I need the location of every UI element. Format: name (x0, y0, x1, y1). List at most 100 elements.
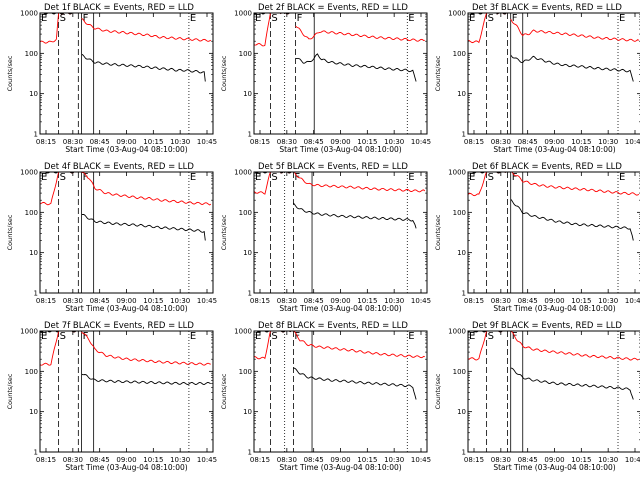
series-line-lld (468, 172, 488, 197)
series-line-events (254, 172, 271, 174)
x-tick-label: 10:45 (197, 297, 217, 305)
chart-title: Det 5f BLACK = Events, RED = LLD (258, 162, 408, 172)
series-line-events (510, 54, 634, 82)
x-tick-label: 10:45 (411, 297, 431, 305)
chart-panel-3: Det 3f BLACK = Events, RED = LLD Counts/s… (434, 3, 640, 154)
x-tick-label: 08:45 (304, 138, 324, 146)
series-line-events (295, 53, 417, 82)
x-tick-label: 10:45 (625, 297, 640, 305)
y-tick-label: 1 (34, 131, 38, 139)
series-line-lld (293, 172, 426, 193)
time-marker-label: E (190, 13, 196, 24)
x-tick-label: 10:30 (170, 297, 190, 305)
series-line-events (293, 202, 417, 229)
time-marker-label: E (408, 13, 414, 24)
time-marker-label: E (190, 331, 196, 342)
x-axis-label: Start Time (03-Aug-04 08:10:00) (493, 463, 615, 472)
x-axis-label: Start Time (03-Aug-04 08:10:00) (65, 463, 187, 472)
x-axis-label: Start Time (03-Aug-04 08:10:00) (65, 304, 187, 313)
y-axis-label: Counts/sec (220, 55, 228, 91)
y-axis-label: Counts/sec (434, 214, 442, 250)
x-tick-label: 08:45 (90, 297, 110, 305)
time-marker-label: E (619, 13, 625, 24)
time-marker-label: F (83, 13, 89, 24)
time-marker-label: S (488, 331, 494, 342)
y-axis-label: Counts/sec (6, 214, 14, 250)
y-tick-label: 100 (25, 209, 38, 217)
y-axis-label: Counts/sec (220, 373, 228, 409)
chart-title: Det 6f BLACK = Events, RED = LLD (472, 162, 622, 172)
series-line-lld (254, 331, 271, 360)
y-axis-label: Counts/sec (434, 55, 442, 91)
x-tick-label: 08:30 (277, 456, 297, 464)
x-tick-label: 08:30 (491, 456, 511, 464)
x-tick-label: 08:30 (277, 138, 297, 146)
x-tick-label: 10:45 (625, 456, 640, 464)
y-tick-label: 100 (239, 209, 252, 217)
x-tick-label: 09:00 (544, 138, 564, 146)
chart-panel-4: Det 4f BLACK = Events, RED = LLD Counts/s… (6, 162, 217, 313)
x-tick-label: 08:45 (90, 456, 110, 464)
time-marker-label: F (297, 13, 303, 24)
x-axis-label: Start Time (03-Aug-04 08:10:00) (279, 463, 401, 472)
x-tick-label: 08:15 (464, 456, 484, 464)
y-tick-label: 10 (243, 249, 252, 257)
plot-frame (39, 171, 214, 294)
chart-panel-6: Det 6f BLACK = Events, RED = LLD Counts/s… (434, 162, 640, 313)
time-marker-label: E (619, 331, 625, 342)
time-marker-label: F (512, 172, 518, 183)
y-tick-label: 1000 (448, 169, 466, 177)
x-tick-label: 08:15 (36, 456, 56, 464)
series-events (255, 331, 417, 400)
plot-frame (39, 12, 214, 135)
series-line-lld (468, 331, 488, 361)
series-events (468, 331, 634, 400)
time-marker-label: F (83, 331, 89, 342)
x-tick-label: 10:15 (571, 138, 591, 146)
x-tick-label: 10:30 (598, 138, 618, 146)
plot-frame (467, 330, 640, 453)
series-line-lld (295, 25, 425, 42)
series-lld (254, 331, 425, 360)
y-tick-label: 1000 (20, 328, 38, 336)
x-tick-label: 08:45 (518, 456, 538, 464)
x-tick-label: 10:15 (143, 297, 163, 305)
series-line-events (59, 13, 78, 15)
series-events (254, 172, 417, 229)
series-line-events (280, 172, 292, 174)
x-tick-label: 10:15 (143, 456, 163, 464)
y-tick-label: 10 (457, 408, 466, 416)
series-line-lld (254, 172, 271, 195)
time-marker-label: F (512, 13, 518, 24)
x-tick-label: 10:15 (357, 297, 377, 305)
chart-panel-7: Det 7f BLACK = Events, RED = LLD Counts/s… (6, 321, 217, 472)
x-tick-label: 09:00 (116, 456, 136, 464)
x-tick-label: 10:15 (571, 456, 591, 464)
series-line-lld (510, 331, 640, 361)
series-line-lld (254, 13, 271, 47)
time-marker-label: S (488, 172, 494, 183)
time-marker-label: E (619, 172, 625, 183)
series-line-lld (293, 331, 425, 359)
time-marker-label: E (408, 172, 414, 183)
y-tick-label: 10 (243, 90, 252, 98)
x-tick-label: 10:30 (170, 138, 190, 146)
x-tick-label: 10:15 (143, 138, 163, 146)
series-line-events (81, 53, 206, 82)
series-line-lld (40, 13, 60, 44)
time-marker-label: S (271, 172, 277, 183)
plot-frame (467, 12, 640, 135)
x-tick-label: 08:15 (36, 297, 56, 305)
time-marker-label: E (190, 172, 196, 183)
y-tick-label: 1000 (234, 328, 252, 336)
plot-frame (253, 330, 428, 453)
x-tick-label: 10:30 (170, 456, 190, 464)
x-tick-label: 08:30 (63, 138, 83, 146)
y-axis-label: Counts/sec (220, 214, 228, 250)
chart-title: Det 4f BLACK = Events, RED = LLD (44, 162, 194, 172)
x-axis-label: Start Time (03-Aug-04 08:10:00) (279, 145, 401, 154)
x-tick-label: 08:45 (304, 297, 324, 305)
y-tick-label: 1000 (234, 169, 252, 177)
x-tick-label: 08:15 (250, 297, 270, 305)
